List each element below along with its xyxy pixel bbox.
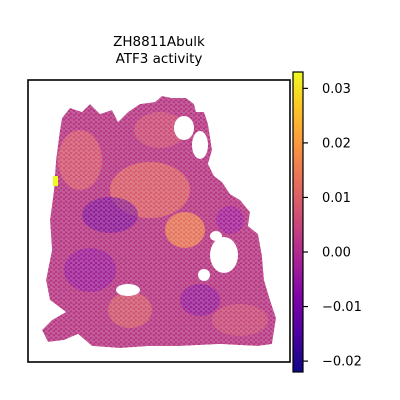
spot-high-left — [53, 176, 58, 186]
colorbar-tick-label: 0.01 — [322, 191, 351, 206]
colorbar-tick-label: −0.01 — [322, 300, 362, 315]
colorbar: 0.03 0.02 0.01 0.00 −0.01 −0.02 — [292, 71, 362, 373]
colorbar-gradient — [292, 71, 304, 373]
colorbar-tick-label: 0.03 — [322, 82, 351, 97]
tissue-holes — [116, 116, 238, 296]
colorbar-tick-label: 0.00 — [322, 246, 351, 261]
colorbar-tick-label: −0.02 — [322, 355, 362, 370]
colorbar-ticks: 0.03 0.02 0.01 0.00 −0.01 −0.02 — [303, 82, 362, 370]
chart-title-line-2: ATF3 activity — [116, 51, 203, 67]
chart-title-line-1: ZH8811Abulk — [113, 34, 205, 50]
colorbar-tick-label: 0.02 — [322, 136, 351, 151]
